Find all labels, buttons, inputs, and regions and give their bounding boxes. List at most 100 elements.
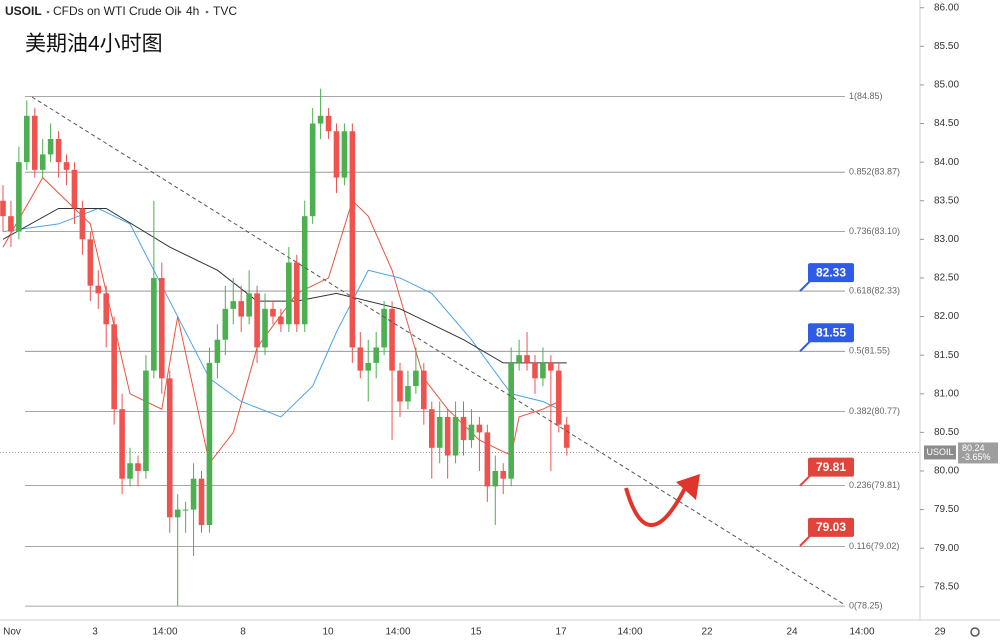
candle-body [405,386,411,402]
candle-body [365,362,372,371]
candle-body [389,308,395,371]
description: CFDs on WTI Crude Oil [53,4,180,18]
fib-label: 0.5(81.55) [849,346,890,356]
badge-pointer [799,535,811,547]
fib-label: 0.116(79.02) [849,541,899,551]
y-tick-label: 86.00 [934,2,959,13]
candle-body [333,131,340,178]
header: USOIL CFDs on WTI Crude Oil 4h TVC [5,4,237,18]
candle-body [397,370,403,402]
fib-label: 0.852(83.87) [849,167,900,177]
candle-body [0,200,6,217]
candle-body [31,115,38,170]
arrow [624,481,690,527]
candle-body [532,362,538,379]
x-tick-label: Nov [3,627,21,638]
fib-label: 0.382(80.77) [849,406,900,416]
price-badge-label: 81.55 [816,325,846,339]
candle-body [63,162,70,170]
candle-body [206,362,213,526]
candle-body [484,432,491,487]
price-badge-label: 82.33 [816,265,846,279]
candle-body [95,285,102,294]
candle-body [151,277,157,371]
candle-body [286,262,292,325]
price-badge [808,517,854,537]
exchange: TVC [213,4,237,18]
x-tick-label: 22 [701,627,713,638]
y-tick-label: 81.00 [934,388,959,399]
candle-body [524,355,530,363]
y-tick-label: 84.00 [934,157,959,168]
candle-body [452,416,459,456]
y-tick-label: 78.50 [934,581,959,592]
settings-gear[interactable] [970,627,980,637]
candle-body [166,378,173,518]
candle-body [182,509,189,511]
candle-body [460,416,467,441]
x-tick-label: 24 [786,627,798,638]
candle-body [373,347,379,363]
settings-icon[interactable] [970,627,980,637]
x-tick-label: 17 [555,627,567,638]
candle-body [421,370,427,410]
candle-body [71,169,78,209]
current-change-label: -3.65% [962,452,991,462]
symbol: USOIL [5,4,42,18]
separator [205,10,209,14]
current-price-label: 80.24 [962,443,985,453]
candle-body [556,370,562,425]
candle-body [143,370,149,471]
arrow-head [676,474,700,500]
candle-body [24,115,30,163]
candle-body [548,362,554,371]
candle-body [39,154,46,170]
current-price-badge [958,442,998,464]
x-tick-label: 14:00 [385,627,410,638]
candle-body [159,277,165,379]
x-tick-label: 10 [322,627,334,638]
candle-body [8,216,14,232]
candle-body [55,138,62,163]
candle-body [444,416,451,456]
candle-body [516,355,522,363]
candle-body [500,470,507,479]
candle-body [87,239,94,286]
price-badge [808,323,854,343]
y-tick-label: 80.00 [934,466,959,477]
fib-label: 0.736(83.10) [849,226,900,236]
candle-body [563,424,570,448]
candle-body [127,463,133,479]
candle-body [413,370,419,387]
symbol-badge [924,445,956,460]
candle-body [428,409,435,448]
candle-body [381,308,387,348]
candle-body [238,301,244,317]
candle-body [214,339,221,363]
y-tick-label: 82.50 [934,273,959,284]
candle-body [349,131,356,348]
candle-body [47,138,54,155]
candle-body [79,208,86,240]
fib-label: 0.236(79.81) [849,480,900,490]
candle-body [103,293,110,325]
trend-line [31,96,846,606]
fib-label: 0(78.25) [849,600,883,610]
chart-title: 美期油4小时图 [25,33,163,56]
fib-label: 1(84.85) [849,91,883,101]
candle-body [254,293,260,348]
candle-body [174,509,181,518]
candle-body [262,308,268,348]
x-tick-label: 3 [92,627,98,638]
moving-average [2,176,560,465]
candle-body [198,478,205,526]
price-badge-label: 79.03 [816,520,846,534]
candle-body [16,162,22,232]
y-tick-label: 79.50 [934,504,959,515]
y-tick-label: 84.50 [934,118,959,129]
candle-body [278,316,284,325]
x-tick-label: 8 [240,627,246,638]
y-tick-label: 85.00 [934,80,959,91]
fib-label: 0.618(82.33) [849,285,900,295]
